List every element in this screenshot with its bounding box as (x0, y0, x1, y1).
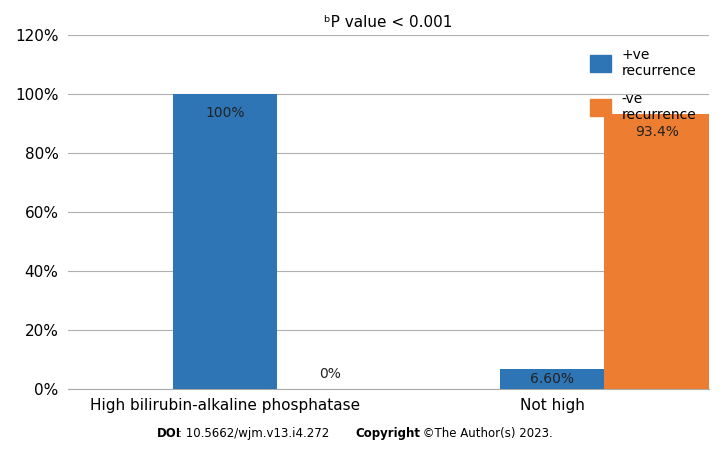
Legend: +ve
recurrence, -ve
recurrence: +ve recurrence, -ve recurrence (584, 42, 702, 128)
Text: 6.60%: 6.60% (530, 372, 574, 386)
Bar (173, 94, 277, 389)
Text: DOI: DOI (156, 427, 181, 440)
Text: Copyright: Copyright (355, 427, 420, 440)
Text: : 10.5662/wjm.v13.i4.272: : 10.5662/wjm.v13.i4.272 (178, 427, 333, 440)
Text: 93.4%: 93.4% (635, 125, 678, 139)
Title: ᵇP value < 0.001: ᵇP value < 0.001 (324, 15, 452, 30)
Bar (500, 369, 605, 389)
Bar (605, 114, 709, 389)
Text: 0%: 0% (319, 368, 341, 382)
Text: ©The Author(s) 2023.: ©The Author(s) 2023. (418, 427, 552, 440)
Text: 100%: 100% (206, 106, 245, 120)
